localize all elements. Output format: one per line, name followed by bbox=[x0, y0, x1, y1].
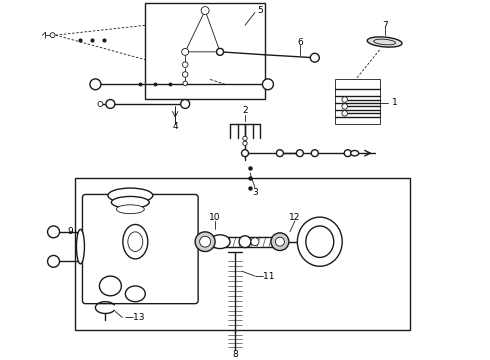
Text: 10: 10 bbox=[209, 213, 221, 222]
Circle shape bbox=[181, 100, 190, 108]
Ellipse shape bbox=[108, 188, 153, 203]
Circle shape bbox=[182, 48, 189, 55]
Circle shape bbox=[311, 150, 318, 157]
Circle shape bbox=[195, 232, 215, 252]
Text: —13: —13 bbox=[125, 313, 146, 322]
Circle shape bbox=[217, 48, 223, 55]
Ellipse shape bbox=[123, 225, 148, 259]
Text: 6: 6 bbox=[297, 37, 303, 46]
Ellipse shape bbox=[76, 229, 84, 264]
Ellipse shape bbox=[111, 197, 149, 208]
Text: 7: 7 bbox=[382, 21, 388, 30]
Ellipse shape bbox=[99, 276, 122, 296]
Circle shape bbox=[275, 237, 284, 246]
Circle shape bbox=[242, 150, 248, 157]
Ellipse shape bbox=[351, 150, 359, 156]
Bar bbox=[335, 80, 380, 123]
Ellipse shape bbox=[210, 235, 230, 248]
Circle shape bbox=[296, 150, 303, 157]
Circle shape bbox=[217, 48, 223, 55]
Text: 5: 5 bbox=[257, 6, 263, 15]
Circle shape bbox=[106, 100, 115, 108]
Text: 12: 12 bbox=[289, 213, 300, 222]
Circle shape bbox=[182, 62, 188, 67]
Circle shape bbox=[201, 6, 209, 14]
Circle shape bbox=[342, 104, 347, 109]
Circle shape bbox=[271, 233, 289, 251]
Circle shape bbox=[90, 79, 101, 90]
Circle shape bbox=[48, 226, 59, 238]
Ellipse shape bbox=[116, 205, 144, 213]
Text: 8: 8 bbox=[232, 350, 238, 359]
Circle shape bbox=[98, 102, 103, 107]
Ellipse shape bbox=[128, 232, 143, 252]
Text: 4: 4 bbox=[172, 122, 178, 131]
Ellipse shape bbox=[374, 39, 395, 45]
Ellipse shape bbox=[297, 217, 342, 266]
Circle shape bbox=[199, 236, 211, 247]
FancyBboxPatch shape bbox=[82, 194, 198, 303]
Circle shape bbox=[342, 111, 347, 116]
Ellipse shape bbox=[306, 226, 334, 257]
Circle shape bbox=[182, 72, 188, 77]
Circle shape bbox=[263, 79, 273, 90]
Bar bbox=[145, 3, 265, 99]
Text: 1: 1 bbox=[392, 99, 397, 108]
Circle shape bbox=[310, 53, 319, 62]
Circle shape bbox=[243, 141, 247, 145]
Text: 3: 3 bbox=[252, 188, 258, 197]
Text: 9: 9 bbox=[68, 228, 74, 237]
Circle shape bbox=[276, 150, 283, 157]
Text: —11: —11 bbox=[255, 271, 275, 280]
Circle shape bbox=[183, 81, 187, 85]
Circle shape bbox=[243, 136, 247, 140]
Ellipse shape bbox=[125, 286, 145, 302]
Circle shape bbox=[239, 236, 251, 248]
Ellipse shape bbox=[367, 37, 402, 47]
Circle shape bbox=[50, 33, 55, 37]
Circle shape bbox=[344, 150, 351, 157]
Circle shape bbox=[48, 256, 59, 267]
Bar bbox=[75, 178, 410, 330]
Circle shape bbox=[251, 238, 259, 246]
Text: 2: 2 bbox=[242, 106, 248, 115]
Circle shape bbox=[342, 97, 347, 102]
